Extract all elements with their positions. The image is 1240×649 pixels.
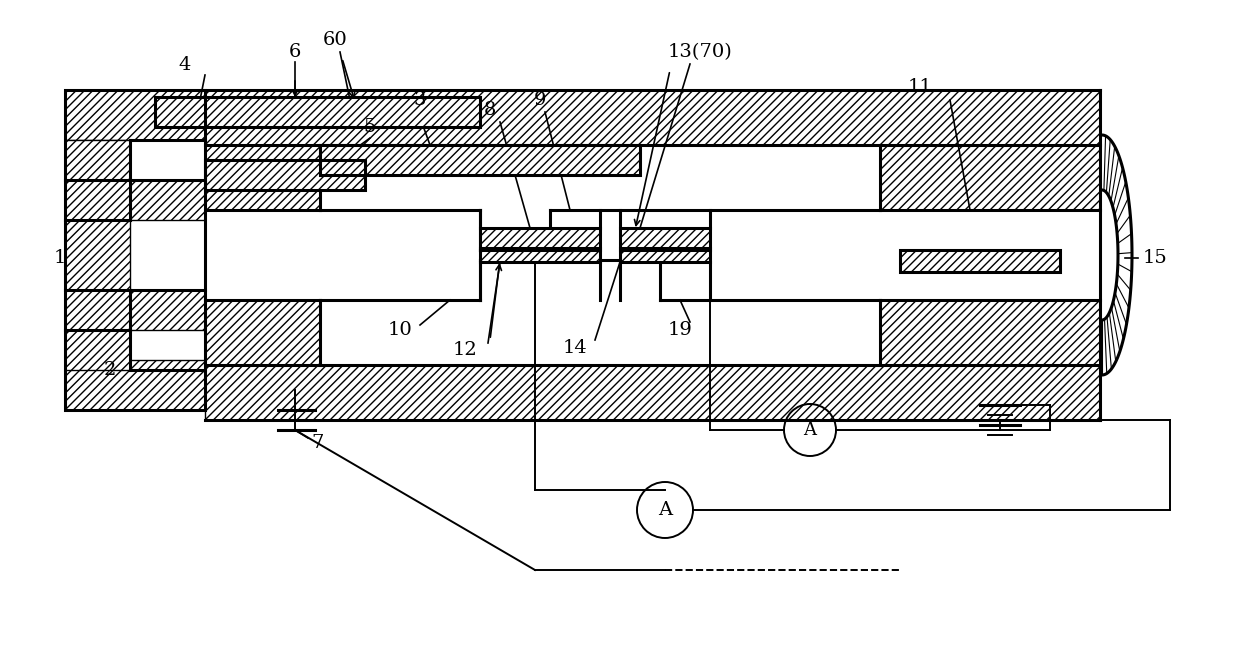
Bar — [620, 228, 711, 250]
Bar — [620, 248, 711, 262]
Bar — [205, 160, 365, 190]
Bar — [480, 228, 600, 250]
Text: 19: 19 — [667, 321, 692, 339]
Text: 14: 14 — [563, 339, 588, 357]
Bar — [205, 90, 1100, 145]
Bar — [480, 248, 600, 262]
Bar — [64, 330, 130, 370]
Text: 9: 9 — [533, 91, 547, 109]
Text: 4: 4 — [179, 56, 191, 74]
Bar — [64, 140, 205, 360]
Bar — [900, 250, 1060, 272]
Bar — [64, 90, 205, 140]
Bar — [320, 145, 640, 175]
Bar — [130, 180, 205, 220]
Bar — [64, 140, 130, 180]
Bar — [620, 248, 711, 262]
Bar — [64, 220, 205, 330]
Bar — [880, 210, 1100, 300]
Text: 3: 3 — [414, 91, 427, 109]
Text: 13(70): 13(70) — [667, 43, 733, 61]
Bar — [205, 210, 320, 300]
Bar — [480, 228, 600, 250]
Text: 5: 5 — [363, 118, 376, 136]
Bar — [205, 145, 320, 210]
Text: A: A — [658, 501, 672, 519]
Text: 15: 15 — [1142, 249, 1167, 267]
Bar — [880, 145, 1100, 210]
Bar — [620, 228, 711, 250]
Bar — [64, 180, 130, 330]
Bar — [155, 97, 480, 127]
Text: 8: 8 — [484, 101, 496, 119]
Text: 12: 12 — [453, 341, 477, 359]
Bar — [205, 300, 320, 365]
Text: 11: 11 — [908, 78, 932, 96]
Text: A: A — [804, 421, 816, 439]
Bar — [900, 250, 1060, 272]
Text: 60: 60 — [322, 31, 347, 49]
Bar — [130, 330, 205, 370]
Bar — [205, 365, 1100, 420]
Bar — [480, 248, 600, 262]
Bar — [130, 290, 205, 330]
Bar — [64, 90, 205, 410]
Text: 2: 2 — [104, 361, 117, 379]
Bar — [130, 140, 205, 180]
Bar — [64, 360, 205, 410]
Bar — [880, 300, 1100, 365]
Text: 1: 1 — [53, 249, 66, 267]
Text: 7: 7 — [311, 434, 324, 452]
Bar — [155, 97, 480, 127]
Bar — [320, 145, 640, 175]
Text: 10: 10 — [388, 321, 413, 339]
Bar — [205, 160, 365, 190]
Text: 6: 6 — [289, 43, 301, 61]
